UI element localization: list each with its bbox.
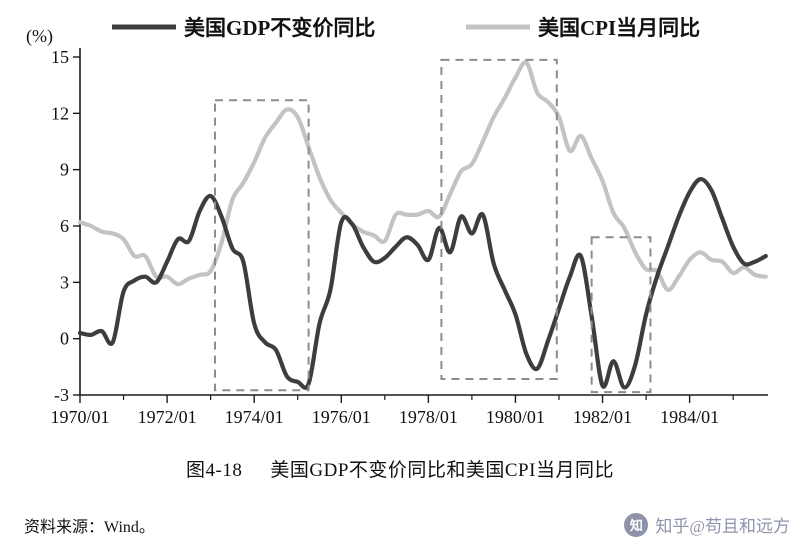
axes-layer: 1970/01 1972/01 1974/01 1976/01 1978/01 1980/… (50, 47, 768, 427)
cpi-legend-label: 美国CPI当月同比 (538, 16, 700, 40)
legend: 美国GDP不变价同比 美国CPI当月同比 (112, 16, 700, 40)
y-tick-label: 6 (60, 216, 69, 236)
x-tick-label: 1976/01 (312, 407, 371, 427)
figure-title: 美国GDP不变价同比和美国CPI当月同比 (270, 460, 614, 481)
y-axis-unit-label: (%) (26, 26, 53, 47)
chart-caption: 图4-18 美国GDP不变价同比和美国CPI当月同比 (0, 455, 800, 482)
line-chart: 1970/01 1972/01 1974/01 1976/01 1978/01 1980/… (26, 16, 768, 427)
gdp-legend-label: 美国GDP不变价同比 (184, 16, 375, 40)
cpi-line (77, 60, 768, 292)
x-tick-label: 1984/01 (660, 407, 719, 427)
figure-number: 图4-18 (186, 460, 243, 481)
x-tick-label: 1970/01 (50, 407, 109, 427)
x-tick-label: 1974/01 (225, 407, 284, 427)
y-tick-label: 0 (60, 329, 69, 349)
y-tick-label: 9 (60, 160, 69, 180)
x-tick-label: 1982/01 (573, 407, 632, 427)
source-note: 资料来源：Wind。 (24, 518, 155, 536)
x-tick-label: 1978/01 (399, 407, 458, 427)
stagflation-highlight-box (213, 99, 310, 392)
x-tick-label: 1972/01 (138, 407, 197, 427)
y-tick-label: 12 (51, 103, 69, 123)
highlight-boxes-layer (213, 58, 652, 394)
stagflation-highlight-box (590, 236, 652, 394)
y-tick-label: 3 (60, 272, 69, 292)
x-tick-label: 1980/01 (486, 407, 545, 427)
zhihu-logo-icon: 知 (624, 512, 649, 537)
axis-line (79, 48, 768, 396)
series-layer (77, 60, 768, 390)
footer: 资料来源：Wind。 知 知乎@苟且和远方 (0, 512, 800, 537)
watermark: 知 知乎@苟且和远方 (624, 512, 790, 537)
y-tick-label: -3 (54, 385, 69, 405)
stagflation-highlight-box (440, 58, 558, 381)
watermark-text: 知乎@苟且和远方 (655, 517, 790, 536)
y-tick-label: 15 (51, 47, 69, 67)
